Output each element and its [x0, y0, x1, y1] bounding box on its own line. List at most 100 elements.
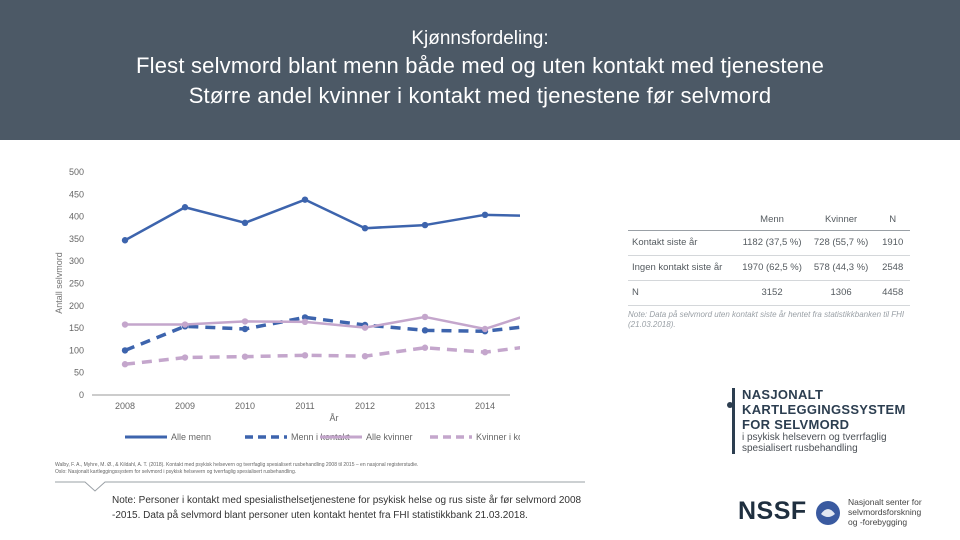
series-line-1 — [124, 315, 520, 353]
data-point — [421, 327, 429, 334]
table-header-cell: Menn — [737, 210, 807, 231]
header-kicker: Kjønnsfordeling: — [411, 28, 549, 49]
y-tick-label: 0 — [79, 390, 84, 400]
table-header-cell — [628, 210, 738, 231]
y-axis-label: Antall selvmord — [54, 252, 64, 314]
logo-title: NASJONALT KARTLEGGINGSSYSTEM FOR SELVMOR… — [742, 387, 906, 432]
data-point — [121, 321, 129, 328]
data-point — [121, 347, 129, 354]
table-cell: 4458 — [875, 280, 910, 306]
main-note-line1: Note: Personer i kontakt med spesialisth… — [112, 495, 582, 506]
nssf-wordmark: NSSF — [738, 497, 807, 525]
x-tick-label: 2009 — [175, 401, 195, 411]
data-point — [421, 221, 429, 229]
table-cell: 1306 — [806, 280, 876, 306]
summary-table: Menn Kvinner N Kontakt siste år 1182 (37… — [628, 210, 910, 330]
nssf-desc-line1: Nasjonalt senter for — [848, 497, 922, 507]
reference-text: Walby, F. A., Myhre, M. Ø., & Kildahl, A… — [55, 462, 555, 476]
data-point — [301, 318, 309, 326]
logo-title-line3: FOR SELVMORD — [742, 417, 850, 432]
logo-subtitle-line1: i psykisk helsevern og tverrfaglig — [742, 432, 887, 443]
reference-line1: Walby, F. A., Myhre, M. Ø., & Kildahl, A… — [55, 462, 419, 468]
data-point — [181, 204, 189, 211]
data-point — [301, 196, 309, 203]
table-header-row: Menn Kvinner N — [628, 210, 910, 231]
data-point — [361, 324, 369, 331]
logo-subtitle: i psykisk helsevern og tverrfaglig spesi… — [742, 432, 887, 454]
data-point — [421, 313, 429, 321]
table-cell: 578 (44,3 %) — [806, 255, 876, 281]
data-point — [121, 361, 129, 368]
y-tick-label: 200 — [69, 301, 84, 311]
data-point — [301, 352, 309, 359]
series-line-3 — [124, 345, 520, 366]
table-cell: 1970 (62,5 %) — [737, 255, 807, 281]
data-point — [421, 344, 429, 351]
data-point — [301, 314, 309, 321]
logo-dot-icon — [727, 402, 733, 408]
y-tick-label: 350 — [69, 234, 84, 244]
data-point — [361, 224, 369, 232]
table-header-cell: Kvinner — [806, 210, 876, 231]
legend-label: Kvinner i kontakt — [476, 432, 520, 442]
table-cell: 3152 — [737, 280, 807, 306]
y-tick-label: 500 — [69, 167, 84, 177]
table-cell: Kontakt siste år — [628, 230, 738, 256]
x-tick-label: 2010 — [235, 401, 255, 411]
table-note: Note: Data på selvmord uten kontakt sist… — [628, 310, 905, 329]
y-tick-label: 50 — [74, 368, 84, 378]
table-cell: 2548 — [875, 255, 910, 281]
y-tick-label: 450 — [69, 189, 84, 199]
data-point — [361, 352, 369, 360]
y-tick-label: 300 — [69, 256, 84, 266]
x-tick-label: 2012 — [355, 401, 375, 411]
y-tick-label: 400 — [69, 212, 84, 222]
nssf-description: Nasjonalt senter for selvmordsforskning … — [848, 497, 958, 527]
header-banner: Kjønnsfordeling: Flest selvmord blant me… — [0, 0, 960, 140]
main-note-line2: -2015. Data på selvmord blant personer u… — [112, 510, 528, 521]
data-point — [181, 321, 189, 328]
y-tick-label: 150 — [69, 323, 84, 333]
x-tick-label: 2014 — [475, 401, 495, 411]
series-line-0 — [124, 198, 520, 242]
data-point — [481, 348, 489, 356]
table-cell: Ingen kontakt siste år — [628, 255, 738, 281]
x-axis-label: År — [330, 413, 339, 423]
legend-label: Alle menn — [171, 432, 211, 442]
table-cell: 1910 — [875, 230, 910, 256]
y-tick-label: 250 — [69, 279, 84, 289]
logo-bar — [732, 388, 735, 454]
nssf-emblem-icon — [816, 501, 840, 525]
data-point — [241, 325, 249, 333]
note-divider — [55, 481, 585, 492]
table-cell: 1182 (37,5 %) — [737, 230, 807, 256]
table-header-cell: N — [875, 210, 910, 231]
x-tick-label: 2008 — [115, 401, 135, 411]
legend-label: Alle kvinner — [366, 432, 413, 442]
reference-line2: Oslo: Nasjonalt kartleggingssystem for s… — [55, 469, 297, 475]
series-line-2 — [125, 315, 520, 331]
data-point — [241, 219, 249, 227]
logo-title-line1: NASJONALT — [742, 387, 824, 402]
x-tick-label: 2011 — [295, 401, 314, 411]
table-row: Kontakt siste år 1182 (37,5 %) 728 (55,7… — [628, 230, 910, 256]
data-point — [481, 325, 489, 333]
data-point — [481, 211, 489, 219]
data-point — [181, 354, 189, 361]
nssf-desc-line3: og -forebygging — [848, 517, 908, 527]
logo-subtitle-line2: spesialisert rusbehandling — [742, 443, 858, 454]
logo-title-line2: KARTLEGGINGSSYSTEM — [742, 402, 906, 417]
x-tick-label: 2013 — [415, 401, 435, 411]
y-tick-label: 100 — [69, 345, 84, 355]
data-point — [121, 237, 129, 244]
data-point — [241, 318, 249, 325]
table-cell: N — [628, 280, 738, 306]
line-chart: 0 50 100 150 200 250 300 350 400 450 500 2008 2009 20… — [54, 167, 520, 442]
table-row: Ingen kontakt siste år 1970 (62,5 %) 578… — [628, 255, 910, 281]
nssf-desc-line2: selvmordsforskning — [848, 507, 922, 517]
table-cell: 728 (55,7 %) — [806, 230, 876, 256]
main-note: Note: Personer i kontakt med spesialisth… — [112, 493, 582, 523]
header-title-line1: Flest selvmord blant menn både med og ut… — [135, 53, 825, 78]
data-point — [241, 353, 249, 360]
header-title-line2: Større andel kvinner i kontakt med tjene… — [188, 83, 772, 108]
